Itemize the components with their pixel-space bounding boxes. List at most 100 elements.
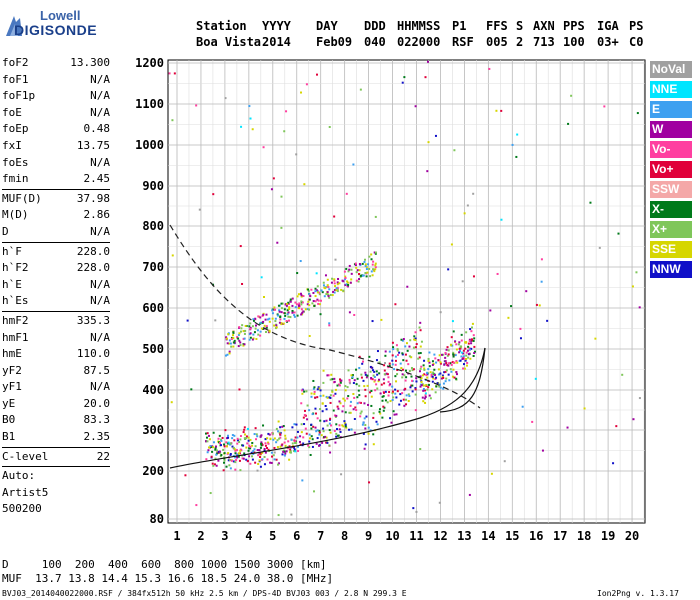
echo-point — [238, 441, 241, 444]
echo-point — [315, 412, 318, 415]
direction-legend: NoVal NNE E W Vo- Vo+ SSW X- X+ SSE NNW — [650, 61, 692, 281]
echo-point — [516, 133, 519, 136]
echo-point — [318, 293, 321, 296]
echo-point — [316, 417, 319, 420]
echo-point — [355, 279, 358, 282]
echo-point — [237, 452, 240, 455]
echo-point — [408, 355, 411, 358]
echo-point — [373, 380, 376, 383]
echo-point — [287, 311, 290, 314]
echo-point — [393, 368, 396, 371]
echo-point — [455, 348, 458, 351]
echo-point — [251, 444, 254, 447]
echo-point — [292, 446, 295, 449]
echo-point — [195, 504, 198, 507]
echo-point — [335, 432, 338, 435]
echo-point — [442, 382, 445, 385]
digisonde-logo-mark — [4, 14, 24, 38]
echo-point — [248, 105, 251, 108]
echo-point — [402, 338, 405, 341]
echo-point — [361, 274, 364, 277]
echo-point — [374, 252, 377, 255]
echo-point — [294, 436, 297, 439]
echo-point — [283, 130, 286, 133]
echo-point — [294, 301, 297, 304]
echo-point — [333, 279, 336, 282]
param-name: D — [2, 224, 9, 238]
echo-point — [285, 450, 288, 453]
echo-point — [404, 387, 407, 390]
echo-point — [315, 289, 318, 292]
header-value-5: RSF — [452, 35, 474, 49]
echo-point — [310, 435, 313, 438]
echo-point — [272, 177, 275, 180]
echo-point — [319, 299, 322, 302]
header-label-8: AXN — [533, 19, 555, 33]
echo-point — [348, 378, 351, 381]
echo-point — [213, 463, 216, 466]
echo-point — [358, 401, 361, 404]
echo-point — [291, 309, 294, 312]
param-separator — [2, 310, 110, 312]
echo-point — [427, 359, 430, 362]
echo-point — [281, 453, 284, 456]
echo-point — [228, 339, 231, 342]
echo-point — [352, 408, 355, 411]
echo-point — [240, 327, 243, 330]
echo-point — [307, 300, 310, 303]
param-name: foF1p — [2, 89, 36, 103]
echo-point — [249, 445, 252, 448]
echo-point — [308, 293, 311, 296]
echo-point — [303, 390, 306, 393]
echo-point — [243, 428, 246, 431]
echo-point — [434, 373, 437, 376]
echo-point — [469, 328, 472, 331]
header-label-0: Station — [196, 19, 247, 33]
echo-point — [247, 439, 250, 442]
echo-point — [456, 361, 459, 364]
param-name: fxI — [2, 138, 22, 152]
echo-point — [345, 267, 348, 270]
echo-point — [417, 352, 420, 355]
echo-point — [370, 378, 373, 381]
echo-point — [442, 387, 445, 390]
echo-point — [264, 442, 267, 445]
echo-point — [284, 437, 287, 440]
echo-point — [300, 303, 303, 306]
echo-point — [357, 389, 360, 392]
echo-point — [319, 419, 322, 422]
echo-point — [447, 353, 450, 356]
echo-point — [326, 291, 329, 294]
echo-point — [253, 331, 256, 334]
echo-point — [347, 270, 350, 273]
echo-point — [439, 372, 442, 375]
echo-point — [304, 308, 307, 311]
echo-point — [287, 319, 290, 322]
echo-point — [420, 377, 423, 380]
echo-point — [218, 434, 221, 437]
echo-point — [336, 283, 339, 286]
echo-point — [371, 378, 374, 381]
echo-point — [434, 357, 437, 360]
echo-point — [294, 441, 297, 444]
echo-point — [384, 350, 387, 353]
header-value-8: 713 — [533, 35, 555, 49]
echo-point — [232, 345, 235, 348]
echo-point — [225, 336, 228, 339]
y-tick-label: 300 — [142, 423, 164, 437]
echo-point — [337, 277, 340, 280]
echo-point — [319, 389, 322, 392]
echo-point — [393, 413, 396, 416]
echo-point — [243, 337, 246, 340]
echo-point — [417, 357, 420, 360]
dashed-profile-curve — [169, 224, 481, 409]
echo-point — [265, 313, 268, 316]
echo-point — [378, 372, 381, 375]
echo-point — [297, 293, 300, 296]
echo-point — [311, 413, 314, 416]
autoscale-line: Auto: — [2, 469, 36, 483]
echo-point — [452, 330, 455, 333]
echo-point — [371, 320, 374, 323]
echo-point — [383, 369, 386, 372]
echo-point — [352, 392, 355, 395]
